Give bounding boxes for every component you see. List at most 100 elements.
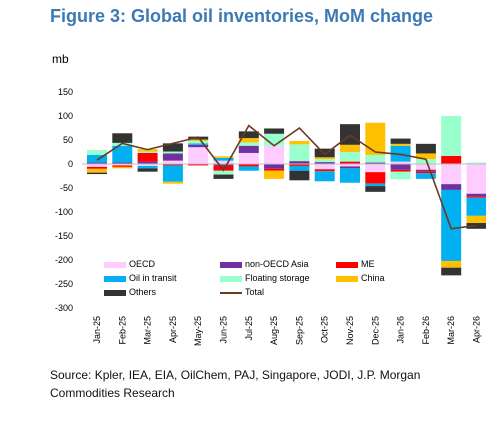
bar-segment-non-oecd-asia — [238, 145, 259, 153]
bar-segment-oil-in-transit — [188, 143, 209, 145]
legend-swatch — [104, 275, 126, 282]
bar-segment-oil-in-transit — [340, 168, 360, 183]
legend-item-me: ME — [336, 259, 375, 269]
legend-item-oecd: OECD — [104, 259, 155, 269]
legend-swatch — [220, 275, 242, 282]
bar-segment-china — [340, 144, 360, 152]
bar-segment-me — [390, 169, 411, 172]
bar-segment-floating-storage — [314, 159, 335, 163]
bar-segment-non-oecd-asia — [415, 169, 436, 172]
bar-segment-china — [466, 215, 486, 224]
bar-segment-others — [162, 143, 183, 152]
source-note: Source: Kpler, IEA, EIA, OilChem, PAJ, S… — [50, 368, 421, 400]
bar-segment-non-oecd-asia — [162, 153, 183, 161]
legend-item-others: Others — [104, 287, 156, 297]
bar-segment-oecd — [213, 160, 234, 164]
y-tick-label: 150 — [58, 87, 73, 97]
chart-title: Figure 3: Global oil inventories, MoM ch… — [50, 6, 434, 26]
y-tick-label: -300 — [55, 303, 73, 313]
bar-segment-me — [415, 171, 436, 174]
bar-segment-floating-storage — [466, 162, 486, 164]
x-tick-label: Jun-25 — [219, 316, 229, 344]
bar-segment-oecd — [415, 164, 436, 170]
bar-segment-oil-in-transit — [314, 171, 335, 182]
legend-label: non-OECD Asia — [245, 259, 309, 269]
bar-segment-china — [441, 260, 462, 268]
bar-segment-china — [289, 140, 310, 145]
bar-segment-floating-storage — [188, 140, 209, 144]
bar-segment-oecd — [340, 164, 360, 167]
bar-segment-floating-storage — [87, 150, 107, 155]
y-tick-label: -200 — [55, 255, 73, 265]
bar-segment-oil-in-transit — [238, 166, 259, 171]
y-tick-label: -250 — [55, 279, 73, 289]
y-tick-label: -100 — [55, 207, 73, 217]
bar-segment-floating-storage — [415, 159, 436, 164]
bar-segment-oecd — [466, 164, 486, 194]
bar-segment-china — [415, 153, 436, 160]
y-tick-label: 50 — [63, 135, 73, 145]
y-axis-unit-label: mb — [52, 52, 69, 66]
bar-segment-non-oecd-asia — [213, 164, 234, 166]
x-tick-label: Jul-25 — [244, 316, 254, 341]
x-tick-label: Oct-25 — [320, 316, 330, 343]
x-tick-label: Apr-25 — [168, 316, 178, 343]
bar-segment-oecd — [390, 161, 411, 164]
bar-segment-me — [466, 196, 486, 198]
y-tick-label: -50 — [60, 183, 73, 193]
x-tick-label: Sep-25 — [294, 316, 304, 345]
bar-segment-others — [137, 168, 158, 172]
bar-segment-oil-in-transit — [112, 145, 133, 163]
bar-segment-china — [264, 170, 285, 179]
x-tick-label: Feb-25 — [117, 316, 127, 345]
bar-segment-oecd — [87, 164, 107, 167]
x-tick-label: Jan-25 — [92, 316, 102, 344]
x-tick-label: Aug-25 — [269, 316, 279, 345]
bar-segment-oecd — [162, 160, 183, 164]
bar-segment-china — [213, 156, 234, 158]
bar-segment-others — [289, 170, 310, 181]
bar-segment-me — [238, 164, 259, 167]
bar-segment-me — [162, 164, 183, 166]
bar-segment-others — [238, 131, 259, 139]
bar-segment-others — [213, 174, 234, 179]
bar-segment-floating-storage — [137, 151, 158, 153]
bar-segment-others — [441, 267, 462, 276]
bar-segment-china — [365, 122, 386, 155]
legend-label: Oil in transit — [129, 273, 177, 283]
bar-segment-non-oecd-asia — [264, 164, 285, 169]
legend-swatch — [104, 289, 126, 296]
bar-segment-china — [390, 143, 411, 146]
bar-segment-oil-in-transit — [441, 189, 462, 261]
legend-item-total: Total — [220, 287, 264, 297]
bar-segment-me — [264, 168, 285, 171]
legend-label: OECD — [129, 259, 156, 269]
bar-segment-oecd — [441, 164, 462, 185]
x-tick-label: Feb-26 — [421, 316, 431, 345]
bar-segment-oil-in-transit — [213, 157, 234, 161]
bar-segment-oil-in-transit — [415, 173, 436, 179]
legend-label: Total — [245, 287, 265, 297]
bar-segment-oil-in-transit — [87, 154, 107, 163]
bar-segment-china — [238, 138, 259, 143]
y-tick-label: -150 — [55, 231, 73, 241]
bar-segment-floating-storage — [213, 170, 234, 175]
bar-segment-non-oecd-asia — [340, 166, 360, 169]
bar-segment-oil-in-transit — [162, 165, 183, 182]
legend-swatch — [336, 275, 358, 282]
legend-swatch — [104, 261, 126, 268]
legend-label: China — [361, 273, 385, 283]
bar-segment-non-oecd-asia — [188, 144, 209, 148]
bar-segment-non-oecd-asia — [365, 162, 386, 164]
bar-segment-oil-in-transit — [466, 197, 486, 216]
legend-swatch — [336, 261, 358, 268]
bar-segment-floating-storage — [340, 152, 360, 162]
bar-segment-others — [415, 143, 436, 154]
bar-segment-me — [314, 169, 335, 172]
legend-item-oil-in-transit: Oil in transit — [104, 273, 177, 283]
bar-segment-non-oecd-asia — [289, 161, 310, 164]
bar-segment-others — [87, 172, 107, 175]
bar-segment-oecd — [188, 147, 209, 164]
total-line — [96, 124, 477, 230]
